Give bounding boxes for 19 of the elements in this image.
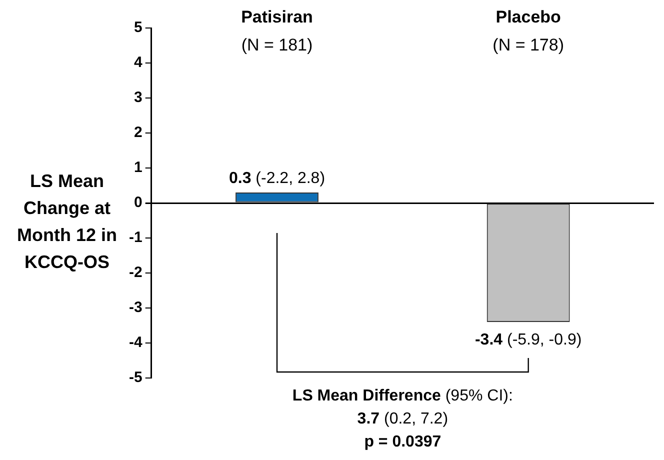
data-label: 0.3 (-2.2, 2.8) — [228, 170, 326, 187]
x-tick-label: Placebo (N = 178) — [492, 8, 564, 55]
y-tick-label: -2 — [128, 264, 142, 282]
y-tick-label: 1 — [134, 159, 142, 176]
y-tick-label: 2 — [134, 124, 142, 142]
text: 3.7 (0.2, 7.2) — [357, 410, 448, 428]
data-label: -3.4 (-5.9, -0.9) — [474, 331, 582, 348]
y-axis-title: LS Mean Change at Month 12 in KCCQ-OS — [16, 170, 118, 274]
y-tick-label: 3 — [134, 89, 142, 106]
y-tick-label: -5 — [128, 369, 142, 386]
x-tick-label: Patisiran (N = 181) — [241, 8, 313, 55]
y-tick-label: -1 — [128, 229, 142, 246]
y-tick-label: -3 — [128, 299, 142, 316]
text: p = 0.0397 — [364, 433, 442, 450]
y-tick-label: 0 — [134, 194, 142, 212]
text: LS Mean Difference (95% CI): — [292, 387, 513, 404]
y-tick-label: -4 — [128, 334, 143, 352]
y-tick-label: 4 — [134, 54, 143, 72]
y-tick-label: 5 — [134, 19, 142, 36]
